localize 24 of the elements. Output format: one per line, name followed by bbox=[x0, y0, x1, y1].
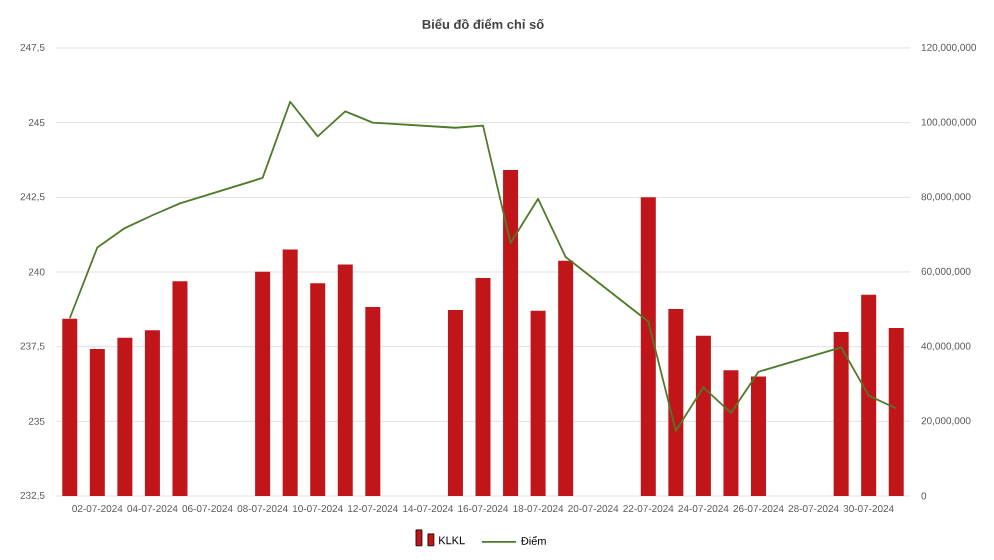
bar bbox=[833, 332, 849, 496]
bar bbox=[447, 310, 463, 496]
bar bbox=[723, 370, 739, 496]
bar bbox=[255, 271, 271, 496]
bar bbox=[861, 294, 877, 496]
bar bbox=[282, 249, 298, 496]
bar bbox=[89, 348, 105, 496]
bar bbox=[558, 260, 574, 496]
bar bbox=[62, 318, 78, 496]
bar bbox=[695, 335, 711, 496]
bar bbox=[144, 330, 160, 496]
bar bbox=[668, 308, 684, 496]
bar bbox=[365, 307, 381, 496]
bar bbox=[640, 197, 656, 496]
bar bbox=[310, 283, 326, 496]
bar bbox=[337, 264, 353, 496]
bar bbox=[888, 328, 904, 496]
bar bbox=[530, 310, 546, 496]
bar bbox=[172, 281, 188, 496]
bar bbox=[503, 170, 519, 496]
bar bbox=[750, 376, 766, 496]
line-series bbox=[68, 100, 898, 432]
bar bbox=[475, 277, 491, 496]
bar bbox=[117, 337, 133, 496]
